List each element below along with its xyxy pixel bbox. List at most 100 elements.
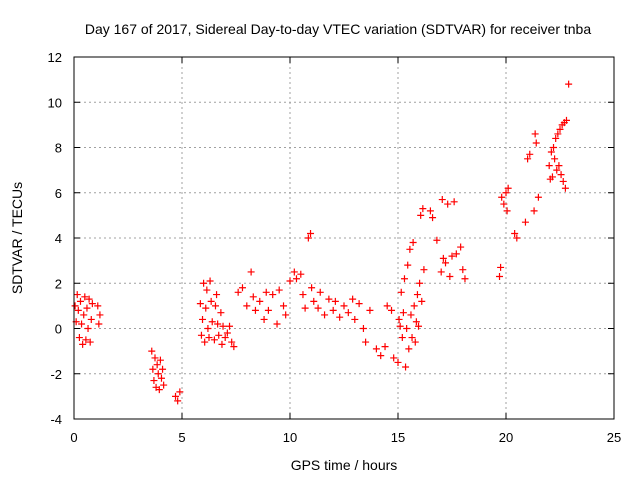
data-point — [562, 116, 570, 124]
data-point — [151, 354, 159, 362]
data-point — [548, 173, 556, 181]
data-point — [362, 338, 370, 346]
data-point — [417, 211, 425, 219]
data-point — [412, 318, 420, 326]
data-point — [150, 377, 158, 385]
data-point — [407, 311, 415, 319]
data-point — [154, 370, 162, 378]
data-point — [74, 306, 82, 314]
data-point — [280, 302, 288, 310]
data-point — [290, 268, 298, 276]
data-point — [413, 291, 421, 299]
x-tick-labels: 0 5 10 15 20 25 — [70, 430, 621, 445]
data-point — [148, 347, 156, 355]
data-point — [71, 302, 79, 310]
data-point — [297, 270, 305, 278]
data-point — [81, 293, 89, 301]
data-point — [552, 134, 560, 142]
data-point — [79, 340, 87, 348]
data-point — [207, 297, 215, 305]
data-point — [308, 284, 316, 292]
data-point — [461, 275, 469, 283]
data-point — [415, 322, 423, 330]
data-point — [496, 272, 504, 280]
data-point — [399, 309, 407, 317]
data-point — [497, 263, 505, 271]
y-tick-labels: -4 -2 0 2 4 6 8 10 12 — [48, 50, 62, 427]
data-point — [301, 304, 309, 312]
data-point — [159, 365, 167, 373]
data-point — [550, 144, 558, 151]
data-point — [76, 297, 84, 305]
data-point — [416, 279, 424, 287]
data-point — [411, 338, 419, 346]
data-point — [226, 322, 234, 330]
data-point — [331, 297, 339, 305]
data-point — [513, 234, 521, 242]
data-point — [228, 338, 236, 346]
data-point — [446, 272, 454, 280]
data-point — [286, 277, 294, 285]
x-tick-label: 0 — [70, 430, 77, 445]
data-point — [75, 334, 83, 342]
data-point — [531, 130, 539, 138]
data-point — [395, 315, 403, 323]
data-point — [381, 343, 389, 351]
data-point — [157, 374, 165, 382]
data-point — [172, 392, 180, 400]
data-point — [96, 311, 104, 319]
data-point — [383, 302, 391, 310]
data-point — [149, 365, 157, 373]
data-point — [199, 315, 207, 323]
data-point — [176, 388, 184, 396]
data-point — [316, 288, 324, 296]
data-point — [561, 184, 569, 192]
data-point — [262, 288, 270, 296]
y-tick-label: 12 — [48, 50, 62, 65]
data-point — [404, 261, 412, 269]
data-point — [304, 234, 312, 242]
data-point — [405, 345, 413, 353]
data-point — [174, 397, 182, 405]
data-point — [73, 291, 81, 299]
data-point — [433, 236, 441, 244]
data-point — [217, 309, 225, 317]
data-point — [197, 331, 205, 339]
data-point — [205, 334, 213, 342]
data-point — [396, 322, 404, 330]
data-point — [249, 293, 257, 301]
data-point — [555, 162, 563, 170]
data-point — [264, 306, 272, 314]
data-point — [438, 196, 446, 204]
data-point — [83, 304, 91, 312]
chart-title: Day 167 of 2017, Sidereal Day-to-day VTE… — [85, 21, 592, 37]
data-point — [557, 171, 565, 179]
data-point — [273, 320, 281, 328]
data-point — [448, 252, 456, 260]
data-point — [394, 358, 402, 366]
data-point — [565, 80, 573, 88]
y-tick-label: 10 — [48, 95, 62, 110]
data-point — [556, 125, 564, 133]
y-tick-label: 8 — [55, 141, 62, 156]
data-point — [95, 320, 103, 328]
data-point — [521, 218, 529, 226]
data-point — [247, 268, 255, 276]
x-tick-label: 15 — [391, 430, 405, 445]
y-tick-label: 2 — [55, 276, 62, 291]
data-point — [234, 288, 242, 296]
data-point — [377, 352, 385, 360]
data-point — [269, 291, 277, 299]
data-point — [503, 207, 511, 215]
data-point — [202, 304, 210, 312]
x-tick-label: 20 — [499, 430, 513, 445]
data-point — [299, 291, 307, 299]
data-point — [408, 334, 416, 342]
grid-lines — [74, 57, 614, 419]
data-point — [208, 318, 216, 326]
data-point — [292, 275, 300, 283]
data-point — [84, 325, 92, 332]
data-point — [390, 354, 398, 362]
data-point — [214, 320, 222, 328]
axis-ticks — [73, 56, 615, 420]
